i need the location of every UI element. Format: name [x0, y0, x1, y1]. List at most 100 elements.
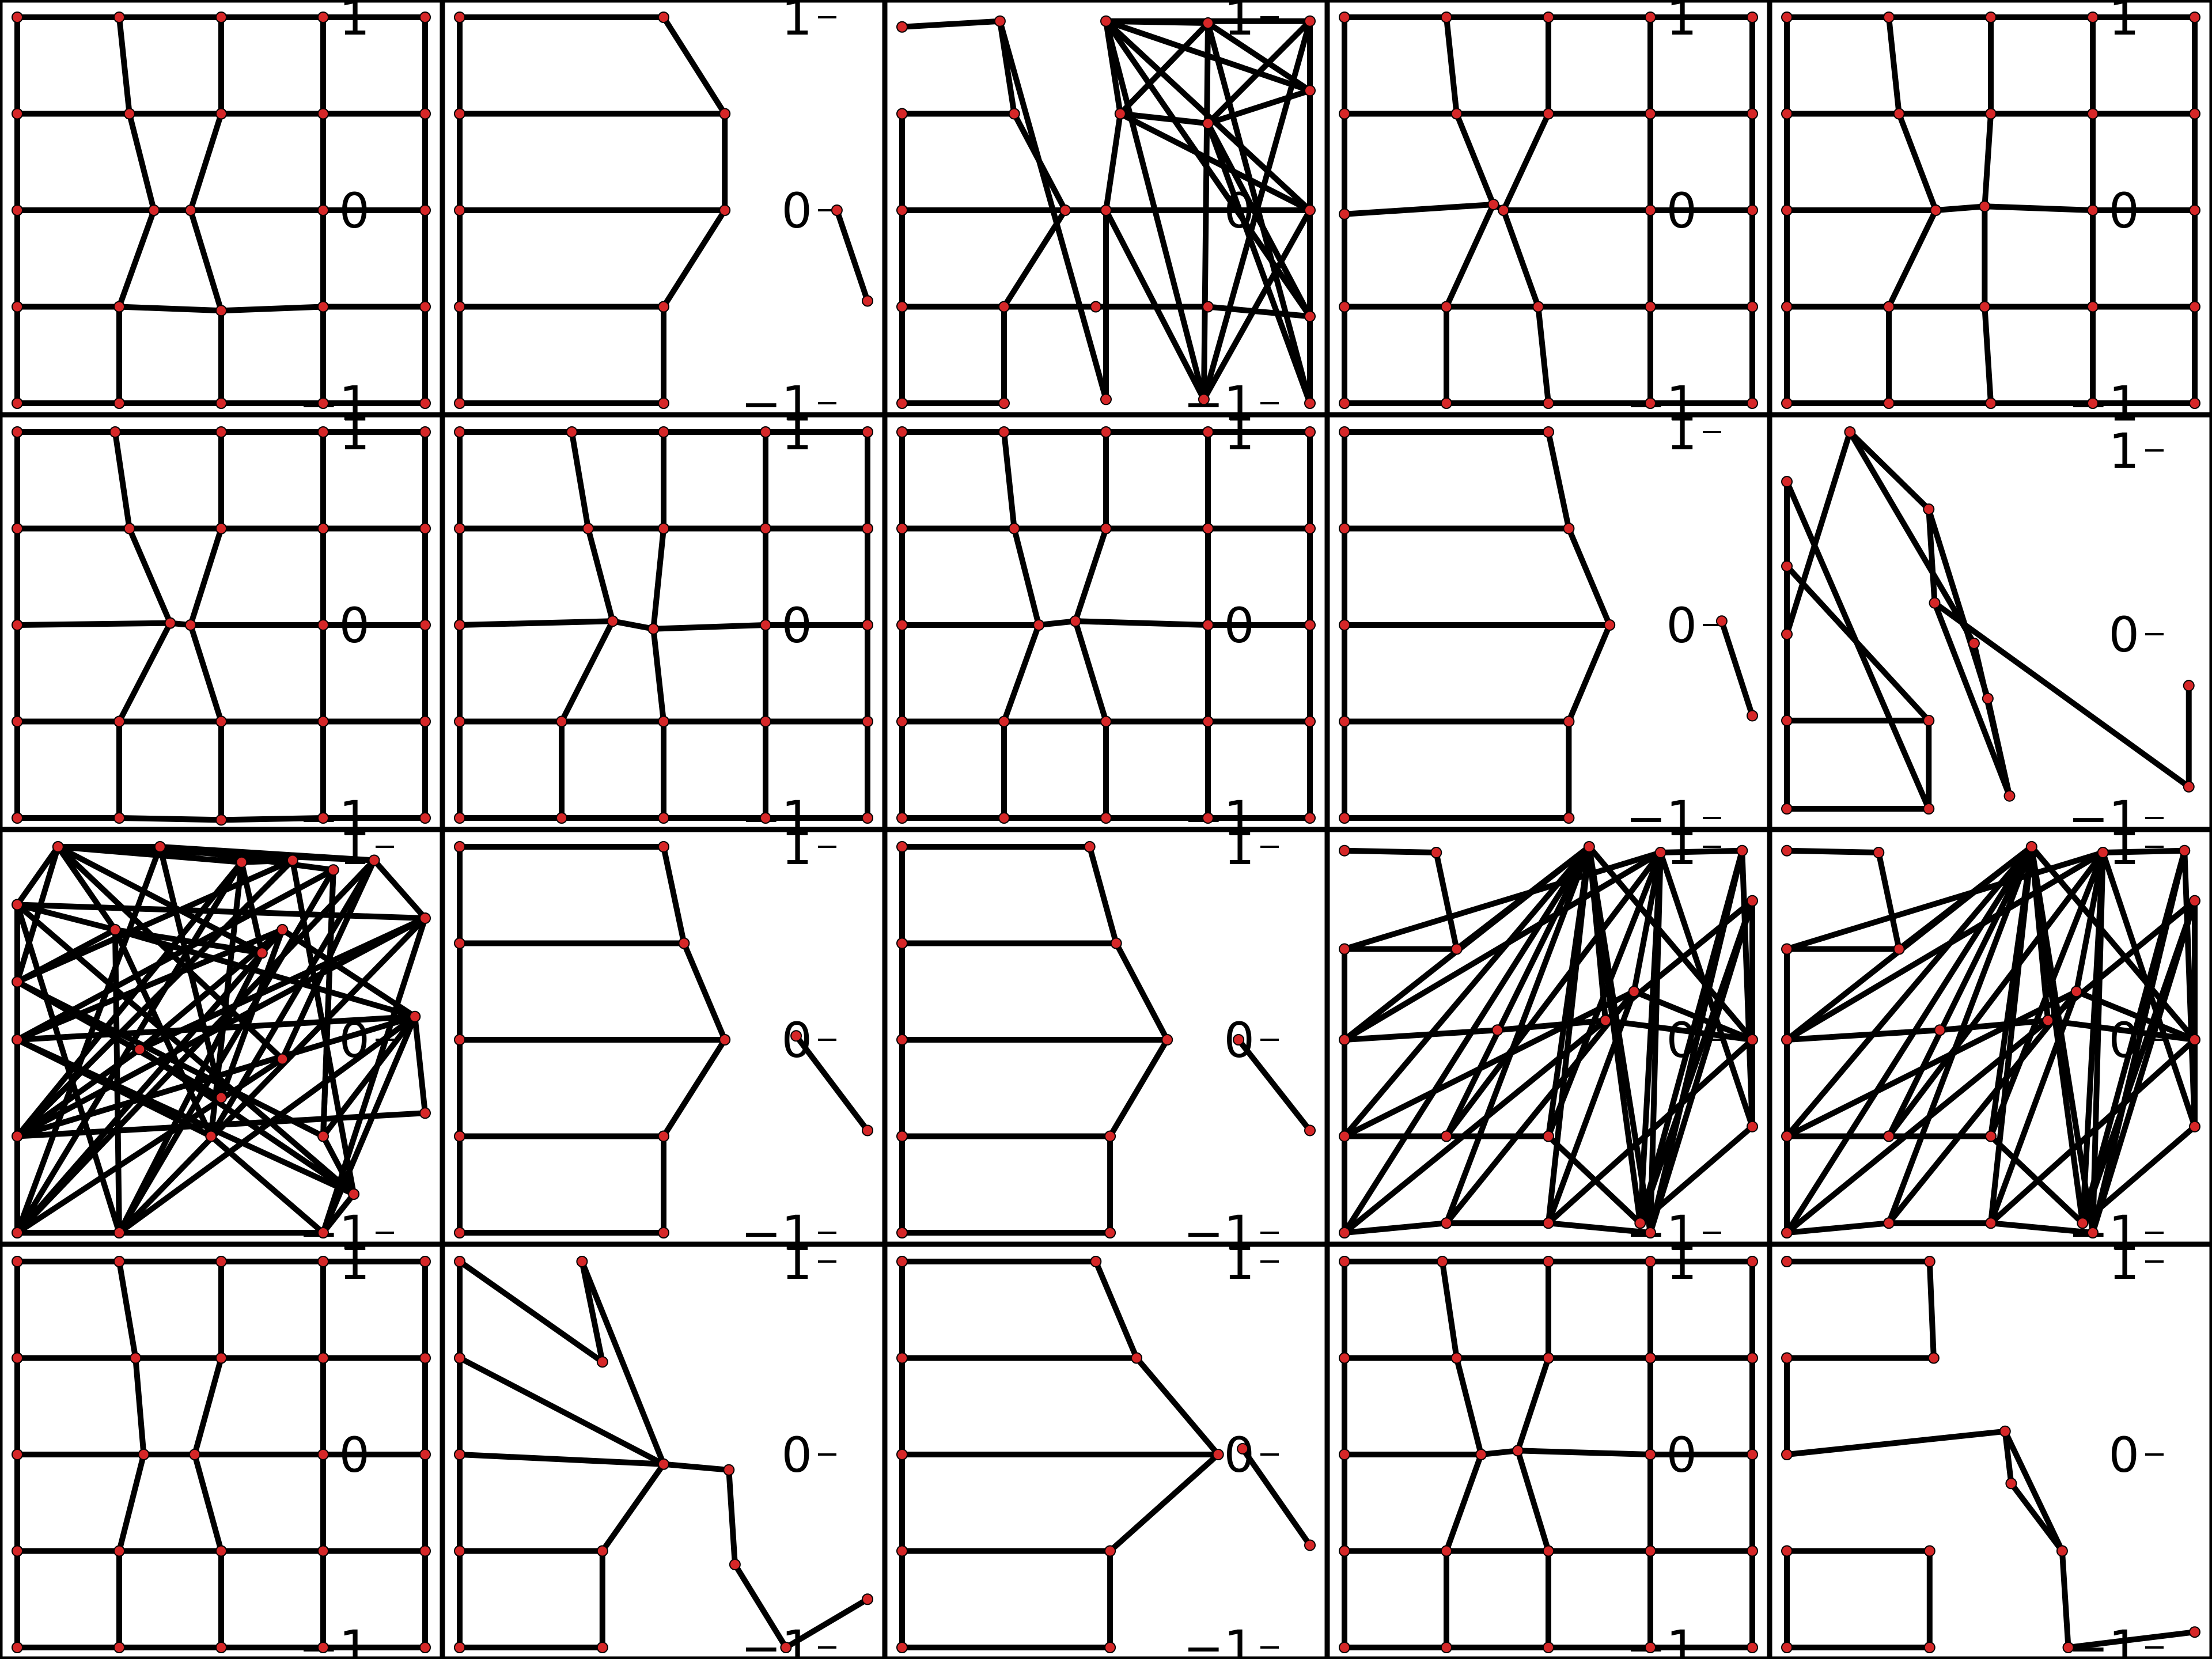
graph-node: [1985, 108, 1997, 120]
graph-panel: 10−1: [1769, 1234, 2212, 1659]
graph-edge: [661, 1461, 732, 1473]
graph-node: [317, 1352, 329, 1364]
graph-panel: 10−1: [1327, 0, 1770, 432]
graph-node: [419, 1449, 431, 1460]
graph-node: [12, 12, 23, 23]
graph-edge: [1586, 844, 1653, 1236]
graph-node: [1100, 15, 1112, 27]
graph-edge: [1718, 618, 1755, 719]
graph-edge: [1342, 844, 1592, 1139]
graph-node: [1645, 12, 1656, 23]
graph-node: [658, 397, 669, 409]
graph-edge: [559, 618, 616, 725]
graph-edge: [1784, 1428, 2008, 1457]
graph-edges: [1342, 844, 1755, 1236]
graph-node: [2179, 844, 2191, 857]
graph-node: [215, 715, 227, 728]
panel-frame: [1769, 829, 2212, 1245]
graph-node: [1339, 715, 1350, 728]
graph-nodes: [896, 841, 1316, 1238]
graph-node: [2087, 204, 2099, 216]
graph-node: [2042, 1014, 2054, 1027]
graph-edge: [1117, 111, 1211, 127]
graph-edge: [187, 525, 224, 628]
graph-node: [658, 841, 669, 853]
graph-node: [317, 397, 329, 409]
y-tick-label: −1: [1626, 790, 1697, 847]
graph-node: [1979, 301, 1991, 313]
graph-edge: [899, 18, 1003, 30]
graph-edge: [1494, 1017, 1609, 1033]
graph-node: [215, 814, 227, 826]
graph-panel: 10−1: [884, 1234, 1328, 1659]
graph-edge: [726, 1467, 738, 1567]
graph-node: [1781, 628, 1793, 640]
graph-node: [1781, 803, 1793, 815]
graph-node: [317, 522, 329, 535]
graph-node: [2003, 790, 2016, 802]
graph-node: [1747, 397, 1758, 409]
graph-edge: [14, 844, 61, 985]
graph-node: [1781, 714, 1793, 726]
graph-node: [184, 619, 196, 631]
graph-node: [1104, 1227, 1116, 1238]
graph-edge: [218, 815, 326, 823]
graph-edge: [14, 844, 61, 908]
graph-node: [2087, 12, 2099, 23]
graph-node: [1781, 476, 1793, 488]
graph-node: [317, 301, 329, 313]
graph-node: [2189, 1626, 2200, 1638]
graph-node: [1487, 198, 1499, 210]
graph-edge: [1546, 844, 1592, 1226]
graph-node: [658, 426, 669, 438]
graph-edge: [279, 927, 418, 1020]
graph-node: [2097, 847, 2109, 859]
graph-node: [1645, 1545, 1656, 1557]
graph-node: [454, 397, 465, 409]
graph-node: [1202, 118, 1214, 130]
graph-node: [1114, 108, 1126, 120]
y-tick-label: 1: [2109, 0, 2139, 46]
graph-node: [1202, 301, 1214, 313]
graph-edge: [116, 867, 336, 1236]
graph-node: [1304, 812, 1316, 824]
graph-edge: [157, 844, 377, 863]
graph-node: [896, 108, 908, 120]
graph-node: [994, 15, 1006, 27]
graph-edge: [1342, 201, 1497, 217]
graph-node: [1304, 204, 1316, 216]
graph-edge: [1205, 120, 1313, 406]
graph-nodes: [1781, 12, 2200, 409]
graph-node: [454, 1034, 465, 1046]
graph-node: [2189, 204, 2200, 216]
panel-frame: [1769, 0, 2212, 415]
graph-node: [454, 619, 465, 631]
graph-node: [1645, 301, 1656, 313]
graph-edge: [14, 902, 428, 921]
graph-edge: [1886, 988, 2080, 1226]
graph-node: [454, 12, 465, 23]
graph-edges: [899, 429, 1313, 821]
graph-node: [1654, 847, 1666, 859]
graph-node: [862, 1593, 873, 1605]
graph-edge: [1546, 429, 1572, 532]
y-tick-label: −1: [1183, 1205, 1255, 1262]
graph-edge: [1514, 1448, 1653, 1457]
graph-edge: [569, 429, 592, 532]
panel-frame: [884, 829, 1328, 1245]
graph-edges: [1342, 1259, 1755, 1650]
graph-node: [658, 522, 669, 535]
graph-edge: [1931, 600, 2192, 790]
graph-edge: [650, 622, 768, 632]
graph-nodes: [896, 15, 1316, 409]
graph-edge: [457, 618, 616, 628]
graph-node: [1923, 1256, 1936, 1267]
graph-panel: 10−1: [0, 404, 443, 847]
graph-edge: [1342, 988, 1637, 1139]
graph-node: [215, 305, 227, 317]
graph-edge: [116, 1452, 147, 1554]
y-tick-label: 1: [2109, 819, 2139, 876]
graph-node: [1930, 204, 1942, 216]
graph-node: [1543, 12, 1554, 23]
